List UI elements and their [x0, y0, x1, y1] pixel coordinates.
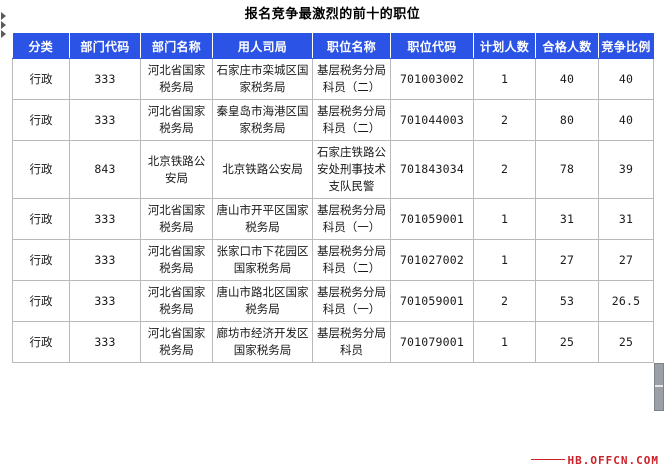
cell-dept-name: 河北省国家税务局 — [140, 198, 213, 240]
competition-ranking-table: 分类 部门代码 部门名称 用人司局 职位名称 职位代码 计划人数 合格人数 竞争… — [12, 33, 654, 363]
vertical-scrollbar[interactable] — [654, 33, 665, 473]
caret-right-icon — [1, 30, 6, 38]
cell-position-code: 701044003 — [390, 99, 474, 141]
table-row: 行政 333 河北省国家税务局 唐山市路北区国家税务局 基层税务分局科员（一） … — [12, 280, 654, 322]
cell-ratio: 26.5 — [598, 280, 654, 322]
caret-right-icon — [1, 21, 6, 29]
cell-position-name: 基层税务分局科员（二） — [312, 99, 391, 141]
site-watermark: HB.OFFCN.COM — [530, 454, 659, 467]
cell-plan-count: 2 — [473, 280, 536, 322]
cell-dept-name: 河北省国家税务局 — [140, 58, 213, 100]
scroll-marker-decoration — [0, 12, 12, 38]
cell-bureau: 北京铁路公安局 — [212, 140, 313, 199]
cell-qualified-count: 40 — [535, 58, 599, 100]
cell-dept-name: 北京铁路公安局 — [140, 140, 213, 199]
scrollbar-grip-icon — [655, 385, 663, 387]
cell-position-name: 基层税务分局科员（一） — [312, 280, 391, 322]
cell-category: 行政 — [12, 321, 70, 363]
cell-dept-name: 河北省国家税务局 — [140, 99, 213, 141]
cell-ratio: 31 — [598, 198, 654, 240]
cell-plan-count: 1 — [473, 58, 536, 100]
cell-position-name: 基层税务分局科员（一） — [312, 198, 391, 240]
cell-dept-code: 333 — [69, 321, 141, 363]
cell-ratio: 40 — [598, 99, 654, 141]
table-row: 行政 333 河北省国家税务局 唐山市开平区国家税务局 基层税务分局科员（一） … — [12, 198, 654, 240]
cell-position-name: 石家庄铁路公安处刑事技术支队民警 — [312, 140, 391, 199]
cell-qualified-count: 78 — [535, 140, 599, 199]
cell-bureau: 唐山市开平区国家税务局 — [212, 198, 313, 240]
cell-dept-code: 333 — [69, 239, 141, 281]
cell-category: 行政 — [12, 198, 70, 240]
cell-ratio: 40 — [598, 58, 654, 100]
cell-ratio: 27 — [598, 239, 654, 281]
table-container: 分类 部门代码 部门名称 用人司局 职位名称 职位代码 计划人数 合格人数 竞争… — [12, 33, 654, 363]
column-header-ratio[interactable]: 竞争比例 — [598, 33, 654, 59]
cell-ratio: 39 — [598, 140, 654, 199]
cell-position-code: 701059001 — [390, 280, 474, 322]
column-header-qualified-count[interactable]: 合格人数 — [535, 33, 599, 59]
cell-plan-count: 2 — [473, 99, 536, 141]
cell-bureau: 秦皇岛市海港区国家税务局 — [212, 99, 313, 141]
cell-category: 行政 — [12, 140, 70, 199]
table-row: 行政 333 河北省国家税务局 石家庄市栾城区国家税务局 基层税务分局科员（二）… — [12, 58, 654, 100]
page-title: 报名竞争最激烈的前十的职位 — [244, 7, 421, 22]
cell-qualified-count: 80 — [535, 99, 599, 141]
cell-dept-name: 河北省国家税务局 — [140, 321, 213, 363]
cell-dept-name: 河北省国家税务局 — [140, 280, 213, 322]
watermark-text: HB.OFFCN.COM — [567, 454, 659, 467]
table-row: 行政 843 北京铁路公安局 北京铁路公安局 石家庄铁路公安处刑事技术支队民警 … — [12, 140, 654, 199]
cell-position-code: 701003002 — [390, 58, 474, 100]
cell-qualified-count: 31 — [535, 198, 599, 240]
cell-bureau: 唐山市路北区国家税务局 — [212, 280, 313, 322]
table-row: 行政 333 河北省国家税务局 张家口市下花园区国家税务局 基层税务分局科员（二… — [12, 239, 654, 281]
watermark-rule — [530, 459, 565, 460]
cell-qualified-count: 25 — [535, 321, 599, 363]
cell-plan-count: 1 — [473, 321, 536, 363]
cell-dept-code: 333 — [69, 99, 141, 141]
cell-plan-count: 1 — [473, 239, 536, 281]
cell-dept-code: 333 — [69, 198, 141, 240]
cell-position-code: 701843034 — [390, 140, 474, 199]
table-header-row: 分类 部门代码 部门名称 用人司局 职位名称 职位代码 计划人数 合格人数 竞争… — [12, 33, 654, 59]
cell-plan-count: 1 — [473, 198, 536, 240]
cell-category: 行政 — [12, 239, 70, 281]
cell-plan-count: 2 — [473, 140, 536, 199]
column-header-dept-name[interactable]: 部门名称 — [140, 33, 213, 59]
cell-position-code: 701059001 — [390, 198, 474, 240]
cell-ratio: 25 — [598, 321, 654, 363]
column-header-category[interactable]: 分类 — [12, 33, 70, 59]
cell-dept-code: 333 — [69, 280, 141, 322]
cell-category: 行政 — [12, 99, 70, 141]
cell-bureau: 石家庄市栾城区国家税务局 — [212, 58, 313, 100]
cell-bureau: 廊坊市经济开发区国家税务局 — [212, 321, 313, 363]
table-row: 行政 333 河北省国家税务局 秦皇岛市海港区国家税务局 基层税务分局科员（二）… — [12, 99, 654, 141]
cell-category: 行政 — [12, 58, 70, 100]
cell-qualified-count: 27 — [535, 239, 599, 281]
column-header-dept-code[interactable]: 部门代码 — [69, 33, 141, 59]
scrollbar-thumb[interactable] — [654, 363, 664, 411]
cell-qualified-count: 53 — [535, 280, 599, 322]
cell-position-code: 701079001 — [390, 321, 474, 363]
cell-position-code: 701027002 — [390, 239, 474, 281]
cell-dept-code: 333 — [69, 58, 141, 100]
cell-dept-name: 河北省国家税务局 — [140, 239, 213, 281]
cell-bureau: 张家口市下花园区国家税务局 — [212, 239, 313, 281]
caret-right-icon — [1, 12, 6, 20]
column-header-plan-count[interactable]: 计划人数 — [473, 33, 536, 59]
column-header-position-code[interactable]: 职位代码 — [390, 33, 474, 59]
cell-position-name: 基层税务分局科员 — [312, 321, 391, 363]
cell-position-name: 基层税务分局科员（二） — [312, 58, 391, 100]
column-header-bureau[interactable]: 用人司局 — [212, 33, 313, 59]
cell-dept-code: 843 — [69, 140, 141, 199]
cell-position-name: 基层税务分局科员（二） — [312, 239, 391, 281]
table-row: 行政 333 河北省国家税务局 廊坊市经济开发区国家税务局 基层税务分局科员 7… — [12, 321, 654, 363]
cell-category: 行政 — [12, 280, 70, 322]
column-header-position-name[interactable]: 职位名称 — [312, 33, 391, 59]
